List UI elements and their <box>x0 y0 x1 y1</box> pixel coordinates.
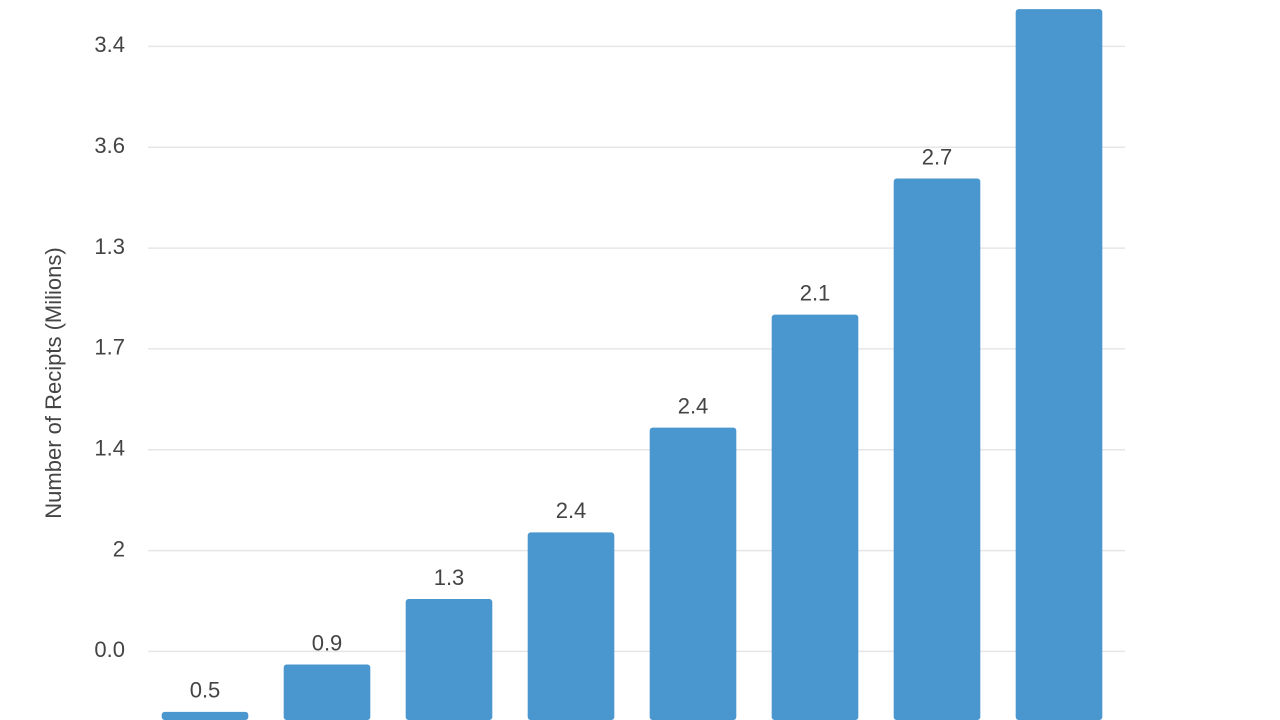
bar <box>283 664 371 720</box>
value-label: 2.4 <box>678 393 709 418</box>
y-tick-label: 1.3 <box>94 234 125 259</box>
y-tick-label: 2 <box>113 536 125 561</box>
y-tick-label: 0.0 <box>94 637 125 662</box>
bar <box>893 178 981 720</box>
bar <box>405 598 493 720</box>
value-label: 1.3 <box>434 565 465 590</box>
y-tick-label: 1.7 <box>94 335 125 360</box>
bar <box>649 427 737 720</box>
bar <box>1015 9 1103 720</box>
y-axis-label: Number of Recipts (Milions) <box>41 247 66 518</box>
y-tick-label: 3.6 <box>94 133 125 158</box>
value-label: 2.4 <box>556 498 587 523</box>
value-label: 2.7 <box>922 144 953 169</box>
bar <box>771 314 859 720</box>
bar <box>527 532 615 720</box>
value-label: 0.9 <box>312 630 343 655</box>
value-label: 2.1 <box>800 280 831 305</box>
bar <box>161 711 249 720</box>
y-tick-label: 1.4 <box>94 436 125 461</box>
y-tick-label: 3.4 <box>94 32 125 57</box>
value-label: 0.5 <box>190 678 221 703</box>
